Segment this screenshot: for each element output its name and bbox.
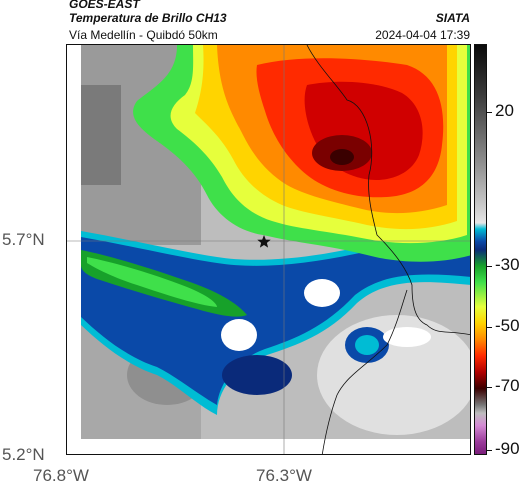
colorbar-label: -70 [495, 376, 520, 395]
region-label: Vía Medellín - Quibdó 50km [69, 28, 218, 42]
colorbar-tick [487, 266, 492, 267]
colorbar [474, 44, 487, 455]
lat-label-5-2: 5.2°N [2, 445, 45, 464]
colorbar-tick [487, 387, 492, 388]
colorbar-tick [487, 327, 492, 328]
colorbar-label: 20 [495, 101, 514, 120]
colorbar-label: -90 [495, 439, 520, 458]
colorbar-tick [487, 450, 492, 451]
source-label: SIATA [435, 11, 470, 25]
lon-label-76-8: 76.8°W [33, 466, 89, 485]
satellite-map [66, 44, 471, 455]
colorbar-label: -50 [495, 316, 520, 335]
lon-label-76-3: 76.3°W [256, 466, 312, 485]
lat-label-5-7: 5.7°N [2, 230, 45, 249]
map-title: GOES-EAST [69, 0, 140, 11]
star-icon [257, 235, 271, 248]
datetime-label: 2024-04-04 17:39 [375, 28, 470, 42]
colorbar-label: -30 [495, 255, 520, 274]
brightness-temperature-field [67, 45, 470, 454]
colorbar-tick [487, 112, 492, 113]
map-subtitle: Temperatura de Brillo CH13 [69, 11, 227, 25]
